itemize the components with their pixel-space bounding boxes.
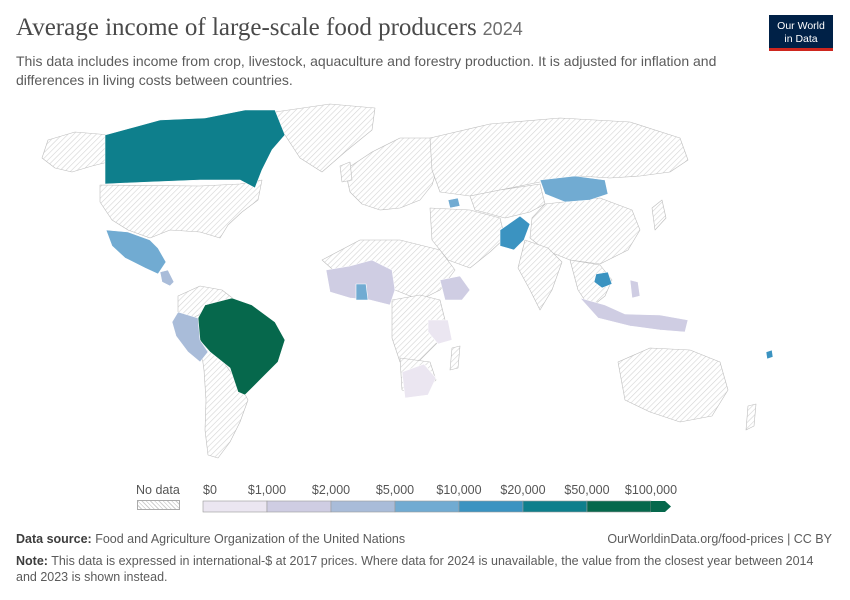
china-shape[interactable] xyxy=(529,197,641,265)
legend-swatch-2[interactable] xyxy=(330,500,396,513)
logo-line-1: Our World xyxy=(777,20,825,32)
legend-label-6: $50,000 xyxy=(564,483,609,497)
india-shape[interactable] xyxy=(517,239,563,311)
middle-east-shape[interactable] xyxy=(429,207,506,269)
armenia-shape[interactable] xyxy=(447,197,461,209)
legend-swatch-6[interactable] xyxy=(586,500,652,513)
west-africa-shape[interactable] xyxy=(325,259,396,306)
southeast-asia-shape[interactable] xyxy=(569,259,613,309)
legend-swatch-1[interactable] xyxy=(266,500,332,513)
indonesia-shape[interactable] xyxy=(579,297,689,333)
legend-label-5: $20,000 xyxy=(500,483,545,497)
world-map[interactable] xyxy=(0,100,850,475)
legend-no-data-label: No data xyxy=(136,483,180,497)
tanzania-shape[interactable] xyxy=(427,319,453,345)
central-america-shape[interactable] xyxy=(159,269,175,287)
legend-swatch-3[interactable] xyxy=(394,500,460,513)
legend-label-3: $5,000 xyxy=(376,483,414,497)
legend-color-scale[interactable]: $0 $1,000 $2,000 $5,000 $10,000 $20,000 $50,00… xyxy=(195,480,720,516)
fiji-shape[interactable] xyxy=(765,349,774,360)
data-source-label: Data source: xyxy=(16,532,92,546)
australia-shape[interactable] xyxy=(617,347,729,423)
greenland-shape[interactable] xyxy=(274,103,376,173)
chart-subtitle: This data includes income from crop, liv… xyxy=(16,53,717,88)
legend-label-0: $0 xyxy=(203,483,217,497)
legend-label-1: $1,000 xyxy=(248,483,286,497)
cambodia-shape[interactable] xyxy=(593,271,613,289)
legend-swatch-0[interactable] xyxy=(202,500,268,513)
ghana-shape[interactable] xyxy=(355,283,369,301)
russia-shape[interactable] xyxy=(429,117,689,197)
note-text: This data is expressed in international-… xyxy=(16,554,814,584)
peru-shape[interactable] xyxy=(171,311,209,363)
canada-shape[interactable] xyxy=(104,109,286,189)
title-text: Average income of large-scale food produ… xyxy=(16,14,477,41)
legend-swatch-5[interactable] xyxy=(522,500,588,513)
philippines-shape[interactable] xyxy=(629,279,641,299)
legend-label-2: $2,000 xyxy=(312,483,350,497)
south-africa-shape[interactable] xyxy=(401,363,437,399)
usa-shape[interactable] xyxy=(99,179,263,239)
mexico-shape[interactable] xyxy=(105,229,167,275)
pakistan-shape[interactable] xyxy=(499,215,531,251)
url-license[interactable]: OurWorldinData.org/food-prices | CC BY xyxy=(607,532,832,546)
note-label: Note: xyxy=(16,554,48,568)
title-year[interactable]: 2024 xyxy=(482,19,523,39)
legend-no-data-swatch[interactable] xyxy=(137,500,180,510)
alaska-shape[interactable] xyxy=(41,131,111,173)
japan-shape[interactable] xyxy=(651,199,667,231)
chart-title: Average income of large-scale food produ… xyxy=(16,14,523,42)
owid-logo[interactable]: Our World in Data xyxy=(769,15,833,51)
legend-swatch-arrow[interactable] xyxy=(651,501,671,512)
data-source: Data source: Food and Agriculture Organi… xyxy=(16,532,405,546)
ethiopia-shape[interactable] xyxy=(439,275,471,301)
uk-shape[interactable] xyxy=(339,161,353,183)
legend-label-4: $10,000 xyxy=(436,483,481,497)
data-source-text[interactable]: Food and Agriculture Organization of the… xyxy=(95,532,406,546)
legend-label-7: $100,000 xyxy=(625,483,677,497)
madagascar-shape[interactable] xyxy=(449,345,461,371)
europe-shape[interactable] xyxy=(344,137,441,211)
new-zealand-shape[interactable] xyxy=(745,403,757,431)
central-asia-shape[interactable] xyxy=(469,183,546,219)
legend-swatch-4[interactable] xyxy=(458,500,524,513)
mongolia-shape[interactable] xyxy=(539,175,609,203)
footer-note: Note: This data is expressed in internat… xyxy=(16,553,816,585)
logo-line-2: in Data xyxy=(784,33,818,45)
